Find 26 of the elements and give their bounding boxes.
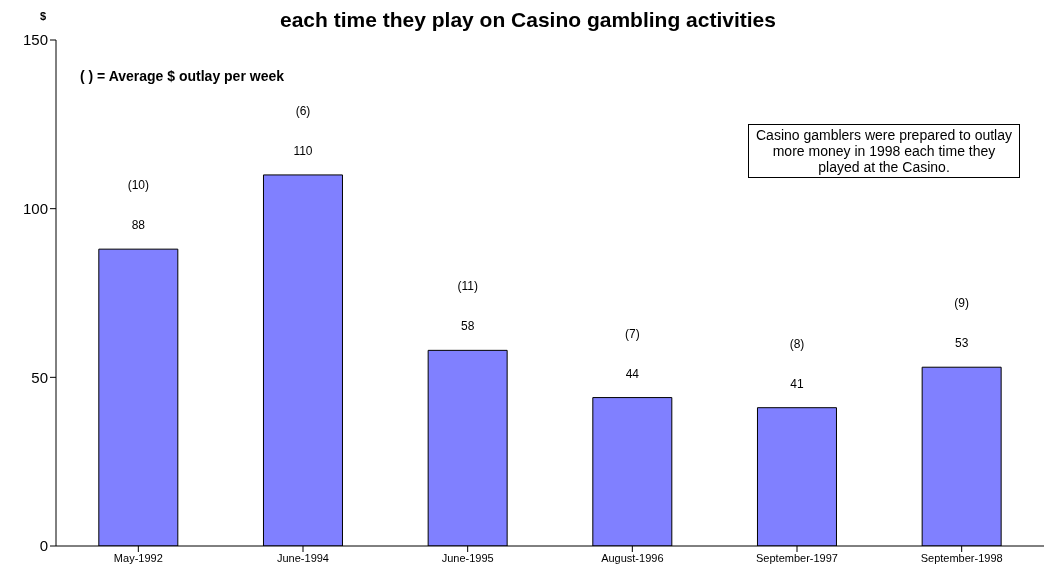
annotation: ( ) = Average $ outlay per week <box>80 68 284 84</box>
annotation: (6) <box>295 103 311 118</box>
annotation: (7) <box>625 326 640 341</box>
data-label: 53 <box>954 336 969 351</box>
data-label: 58 <box>460 319 475 334</box>
data-label: 88 <box>131 218 146 233</box>
x-tick-label: June-1994 <box>277 551 329 564</box>
chart-title: each time they play on Casino gambling activities <box>280 8 776 31</box>
data-label: 110 <box>293 143 313 158</box>
y-tick-label: 100 <box>22 199 48 217</box>
x-tick-label: August-1996 <box>601 551 664 564</box>
y-tick-label: 50 <box>31 368 48 386</box>
x-tick-label: May-1992 <box>113 551 163 564</box>
annotation: Casino gamblers were prepared to outlay more money in 1998 each time they played at the Casino. <box>748 124 1020 178</box>
y-axis-title: $ <box>40 10 47 22</box>
annotation: (8) <box>789 336 805 351</box>
x-tick-label: September-1997 <box>756 551 838 564</box>
data-label: 41 <box>790 376 804 391</box>
annotation: (10) <box>127 178 150 193</box>
y-tick-label: 0 <box>39 537 48 555</box>
annotation: (11) <box>457 279 478 294</box>
y-tick-label: 150 <box>22 31 48 49</box>
x-tick-label: June-1995 <box>441 551 494 564</box>
data-label: 44 <box>625 366 640 381</box>
x-tick-label: September-1998 <box>920 551 1003 564</box>
annotation: (9) <box>954 296 969 311</box>
